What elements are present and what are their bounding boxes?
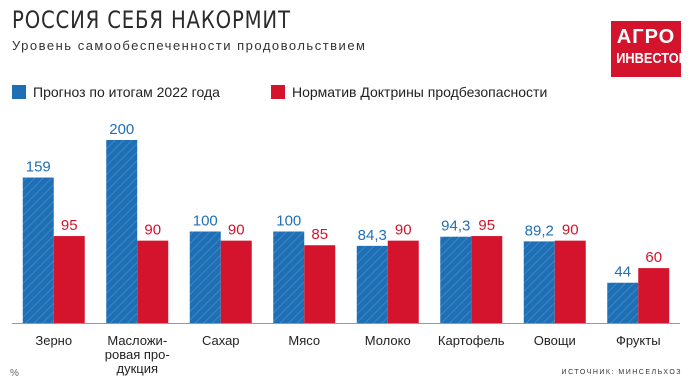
value-label-norm-1: 90: [144, 222, 161, 239]
value-label-forecast-5: 94,3: [441, 218, 470, 235]
value-label-forecast-1: 200: [109, 121, 134, 138]
legend-item-norm: Норматив Доктрины продбезопасности: [271, 84, 547, 100]
value-label-forecast-7: 44: [614, 264, 631, 281]
value-label-norm-7: 60: [645, 249, 662, 266]
legend-swatch-norm: [271, 85, 285, 99]
chart-title: РОССИЯ СЕБЯ НАКОРМИТ: [12, 6, 291, 34]
bar-norm-4: [387, 240, 419, 323]
category-label-1: Масложи-ровая про-дукция: [105, 333, 170, 376]
bar-norm-7: [638, 268, 670, 323]
legend: Прогноз по итогам 2022 года Норматив Док…: [12, 84, 612, 104]
bar-norm-6: [554, 240, 586, 323]
value-label-forecast-2: 100: [193, 213, 218, 230]
bar-forecast-1: [106, 140, 138, 323]
legend-item-forecast: Прогноз по итогам 2022 года: [12, 84, 220, 100]
value-label-norm-6: 90: [562, 222, 579, 239]
value-label-forecast-0: 159: [26, 159, 51, 176]
category-label-7: Фрукты: [616, 333, 661, 348]
agroinvestor-logo: АГРО ИНВЕСТОР: [611, 21, 688, 77]
value-label-forecast-6: 89,2: [525, 222, 554, 239]
bar-norm-3: [304, 245, 336, 323]
bar-forecast-4: [356, 245, 388, 323]
bar-forecast-2: [189, 231, 221, 323]
bar-norm-5: [471, 236, 503, 323]
logo-line-1: АГРО: [616, 26, 676, 48]
category-label-6: Овощи: [534, 333, 576, 348]
bar-norm-1: [137, 240, 169, 323]
category-label-0: Зерно: [35, 333, 72, 348]
chart-subtitle: Уровень самообеспеченности продовольстви…: [12, 38, 367, 53]
source-note: ИСТОЧНИК: МИНСЕЛЬХОЗ: [561, 369, 682, 376]
value-label-norm-2: 90: [228, 222, 245, 239]
legend-swatch-forecast: [12, 85, 26, 99]
legend-label-norm: Норматив Доктрины продбезопасности: [292, 84, 548, 100]
category-label-4: Молоко: [365, 333, 411, 348]
bar-forecast-7: [607, 282, 639, 323]
value-label-forecast-4: 84,3: [358, 227, 387, 244]
bar-forecast-3: [273, 231, 305, 323]
bar-forecast-5: [440, 236, 472, 323]
value-label-norm-5: 95: [478, 217, 495, 234]
category-label-3: Мясо: [288, 333, 320, 348]
bar-norm-2: [220, 240, 252, 323]
category-label-5: Картофель: [438, 333, 505, 348]
corner-mark: %: [10, 368, 19, 379]
value-label-norm-0: 95: [61, 217, 78, 234]
bar-forecast-0: [22, 177, 54, 323]
value-label-norm-4: 90: [395, 222, 412, 239]
bar-norm-0: [53, 236, 85, 323]
logo-line-2: ИНВЕСТОР: [616, 50, 688, 67]
category-label-2: Сахар: [202, 333, 240, 348]
value-label-norm-3: 85: [311, 226, 328, 243]
value-label-forecast-3: 100: [276, 213, 301, 230]
legend-label-forecast: Прогноз по итогам 2022 года: [33, 84, 220, 100]
bar-forecast-6: [523, 241, 555, 323]
